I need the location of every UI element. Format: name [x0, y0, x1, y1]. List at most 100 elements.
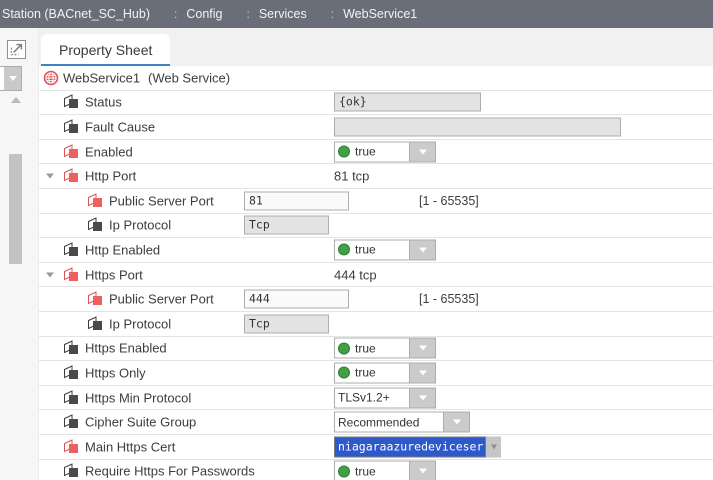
boolean-dropdown-field[interactable]: true [334, 460, 410, 480]
property-row: Enabled true [39, 139, 713, 165]
summary-value: 444 tcp [334, 267, 377, 283]
true-status-dot [338, 465, 350, 478]
tab-property-sheet[interactable]: Property Sheet [41, 34, 171, 66]
property-row: Cipher Suite Group Recommended [39, 410, 713, 435]
scroll-up-icon[interactable] [11, 97, 21, 103]
property-sheet: WebService1 (Web Service) Status {ok} Faul… [39, 66, 713, 480]
property-label: Ip Protocol [109, 217, 172, 233]
component-type: (Web Service) [148, 70, 231, 86]
web-service-icon [43, 70, 59, 86]
property-row: Fault Cause [39, 115, 713, 140]
property-row: Https Enabled true [39, 336, 713, 362]
dropdown: true [334, 337, 436, 359]
chevron-down-icon [490, 444, 497, 450]
property-label: Cipher Suite Group [85, 414, 197, 430]
dropdown-field[interactable]: TLSv1.2+ [334, 387, 410, 409]
boolean-dropdown-field[interactable]: true [334, 362, 410, 384]
dark-cube-icon [87, 315, 103, 332]
property-label: Http Port [85, 168, 137, 184]
red-cube-icon [63, 266, 79, 283]
property-row: Https Port 444 tcp [39, 262, 713, 288]
dropdown-value: true [355, 341, 376, 356]
popout-icon[interactable] [7, 40, 26, 59]
dropdown-arrow-button[interactable] [410, 337, 436, 359]
property-row: Http Enabled true [39, 238, 713, 263]
dropdown-arrow-button[interactable] [410, 387, 436, 409]
dropdown-value: true [355, 242, 376, 257]
content-panel: Property Sheet [39, 28, 713, 480]
expander-collapse-icon[interactable] [46, 272, 54, 278]
property-label: Http Enabled [85, 242, 161, 258]
red-cube-icon [87, 291, 103, 307]
range-hint: [1 - 65535] [419, 292, 479, 307]
red-cube-icon [63, 438, 79, 455]
property-label: Fault Cause [85, 119, 156, 135]
dropdown-arrow-button[interactable] [444, 411, 470, 433]
dropdown: true [334, 460, 436, 480]
property-label: Public Server Port [109, 193, 214, 209]
port-input[interactable]: 444 [244, 289, 349, 309]
dropdown-field[interactable]: Recommended [334, 411, 444, 433]
expander-collapse-icon[interactable] [46, 173, 54, 179]
dark-cube-icon [87, 217, 103, 233]
boolean-dropdown-field[interactable]: true [334, 337, 410, 359]
dropdown-value: true [355, 144, 376, 159]
property-label: Require Https For Passwords [85, 463, 255, 479]
true-status-dot [338, 243, 350, 256]
property-row: Https Only true [39, 361, 713, 386]
range-hint: [1 - 65535] [419, 193, 479, 208]
dropdown: TLSv1.2+ [334, 387, 436, 409]
chevron-down-icon [418, 395, 427, 401]
dark-cube-icon [63, 389, 79, 406]
scrollbar-thumb[interactable] [9, 154, 22, 264]
dark-cube-icon [63, 340, 79, 356]
breadcrumb-item[interactable]: WebService1 [343, 7, 418, 21]
property-label: Public Server Port [109, 291, 214, 307]
true-status-dot [338, 145, 350, 158]
breadcrumb-separator: : [174, 7, 178, 21]
breadcrumb-separator: : [246, 7, 250, 21]
readonly-field: Tcp [244, 314, 329, 334]
breadcrumb-item[interactable]: Station (BACnet_SC_Hub) [2, 7, 150, 21]
red-cube-icon [63, 168, 79, 184]
dropdown: Recommended [334, 411, 470, 433]
chevron-down-icon [418, 468, 427, 474]
property-row: Status {ok} [39, 90, 713, 116]
dropdown-arrow-button[interactable] [486, 436, 501, 458]
property-row: Main Https Cert niagaraazuredeviceser [39, 434, 713, 460]
dropdown-value: TLSv1.2+ [338, 390, 390, 405]
dark-cube-icon [63, 94, 79, 110]
cert-dropdown-field[interactable]: niagaraazuredeviceser [334, 436, 486, 458]
dropdown-value: true [355, 464, 376, 479]
chevron-down-icon [418, 345, 427, 351]
chevron-down-icon[interactable] [4, 67, 21, 90]
dark-cube-icon [63, 119, 79, 135]
chevron-down-icon [418, 370, 427, 376]
boolean-dropdown-field[interactable]: true [334, 239, 410, 261]
true-status-dot [338, 366, 350, 379]
property-row: Public Server Port 444 [1 - 65535] [39, 287, 713, 312]
readonly-field: {ok} [334, 92, 481, 112]
dropdown-arrow-button[interactable] [410, 141, 436, 163]
chevron-down-icon [418, 247, 427, 253]
dropdown-arrow-button[interactable] [410, 362, 436, 384]
property-row: Public Server Port 81 [1 - 65535] [39, 188, 713, 214]
dropdown: true [334, 362, 436, 384]
component-header-row: WebService1 (Web Service) [39, 66, 713, 91]
dropdown-arrow-button[interactable] [410, 239, 436, 261]
dark-cube-icon [63, 365, 79, 381]
property-row: Https Min Protocol TLSv1.2+ [39, 385, 713, 411]
breadcrumb-item[interactable]: Config [186, 7, 223, 21]
dropdown-arrow-button[interactable] [410, 460, 436, 480]
side-rail [0, 28, 39, 480]
dark-cube-icon [63, 414, 79, 430]
dropdown-value: true [355, 365, 376, 380]
breadcrumb-separator: : [330, 7, 335, 21]
rail-dropdown-stub[interactable] [0, 66, 22, 91]
red-cube-icon [63, 143, 79, 160]
boolean-dropdown-field[interactable]: true [334, 141, 410, 163]
dark-cube-icon [63, 463, 79, 479]
property-label: Https Min Protocol [85, 390, 192, 406]
port-input[interactable]: 81 [244, 191, 349, 211]
breadcrumb-item[interactable]: Services [258, 7, 307, 21]
